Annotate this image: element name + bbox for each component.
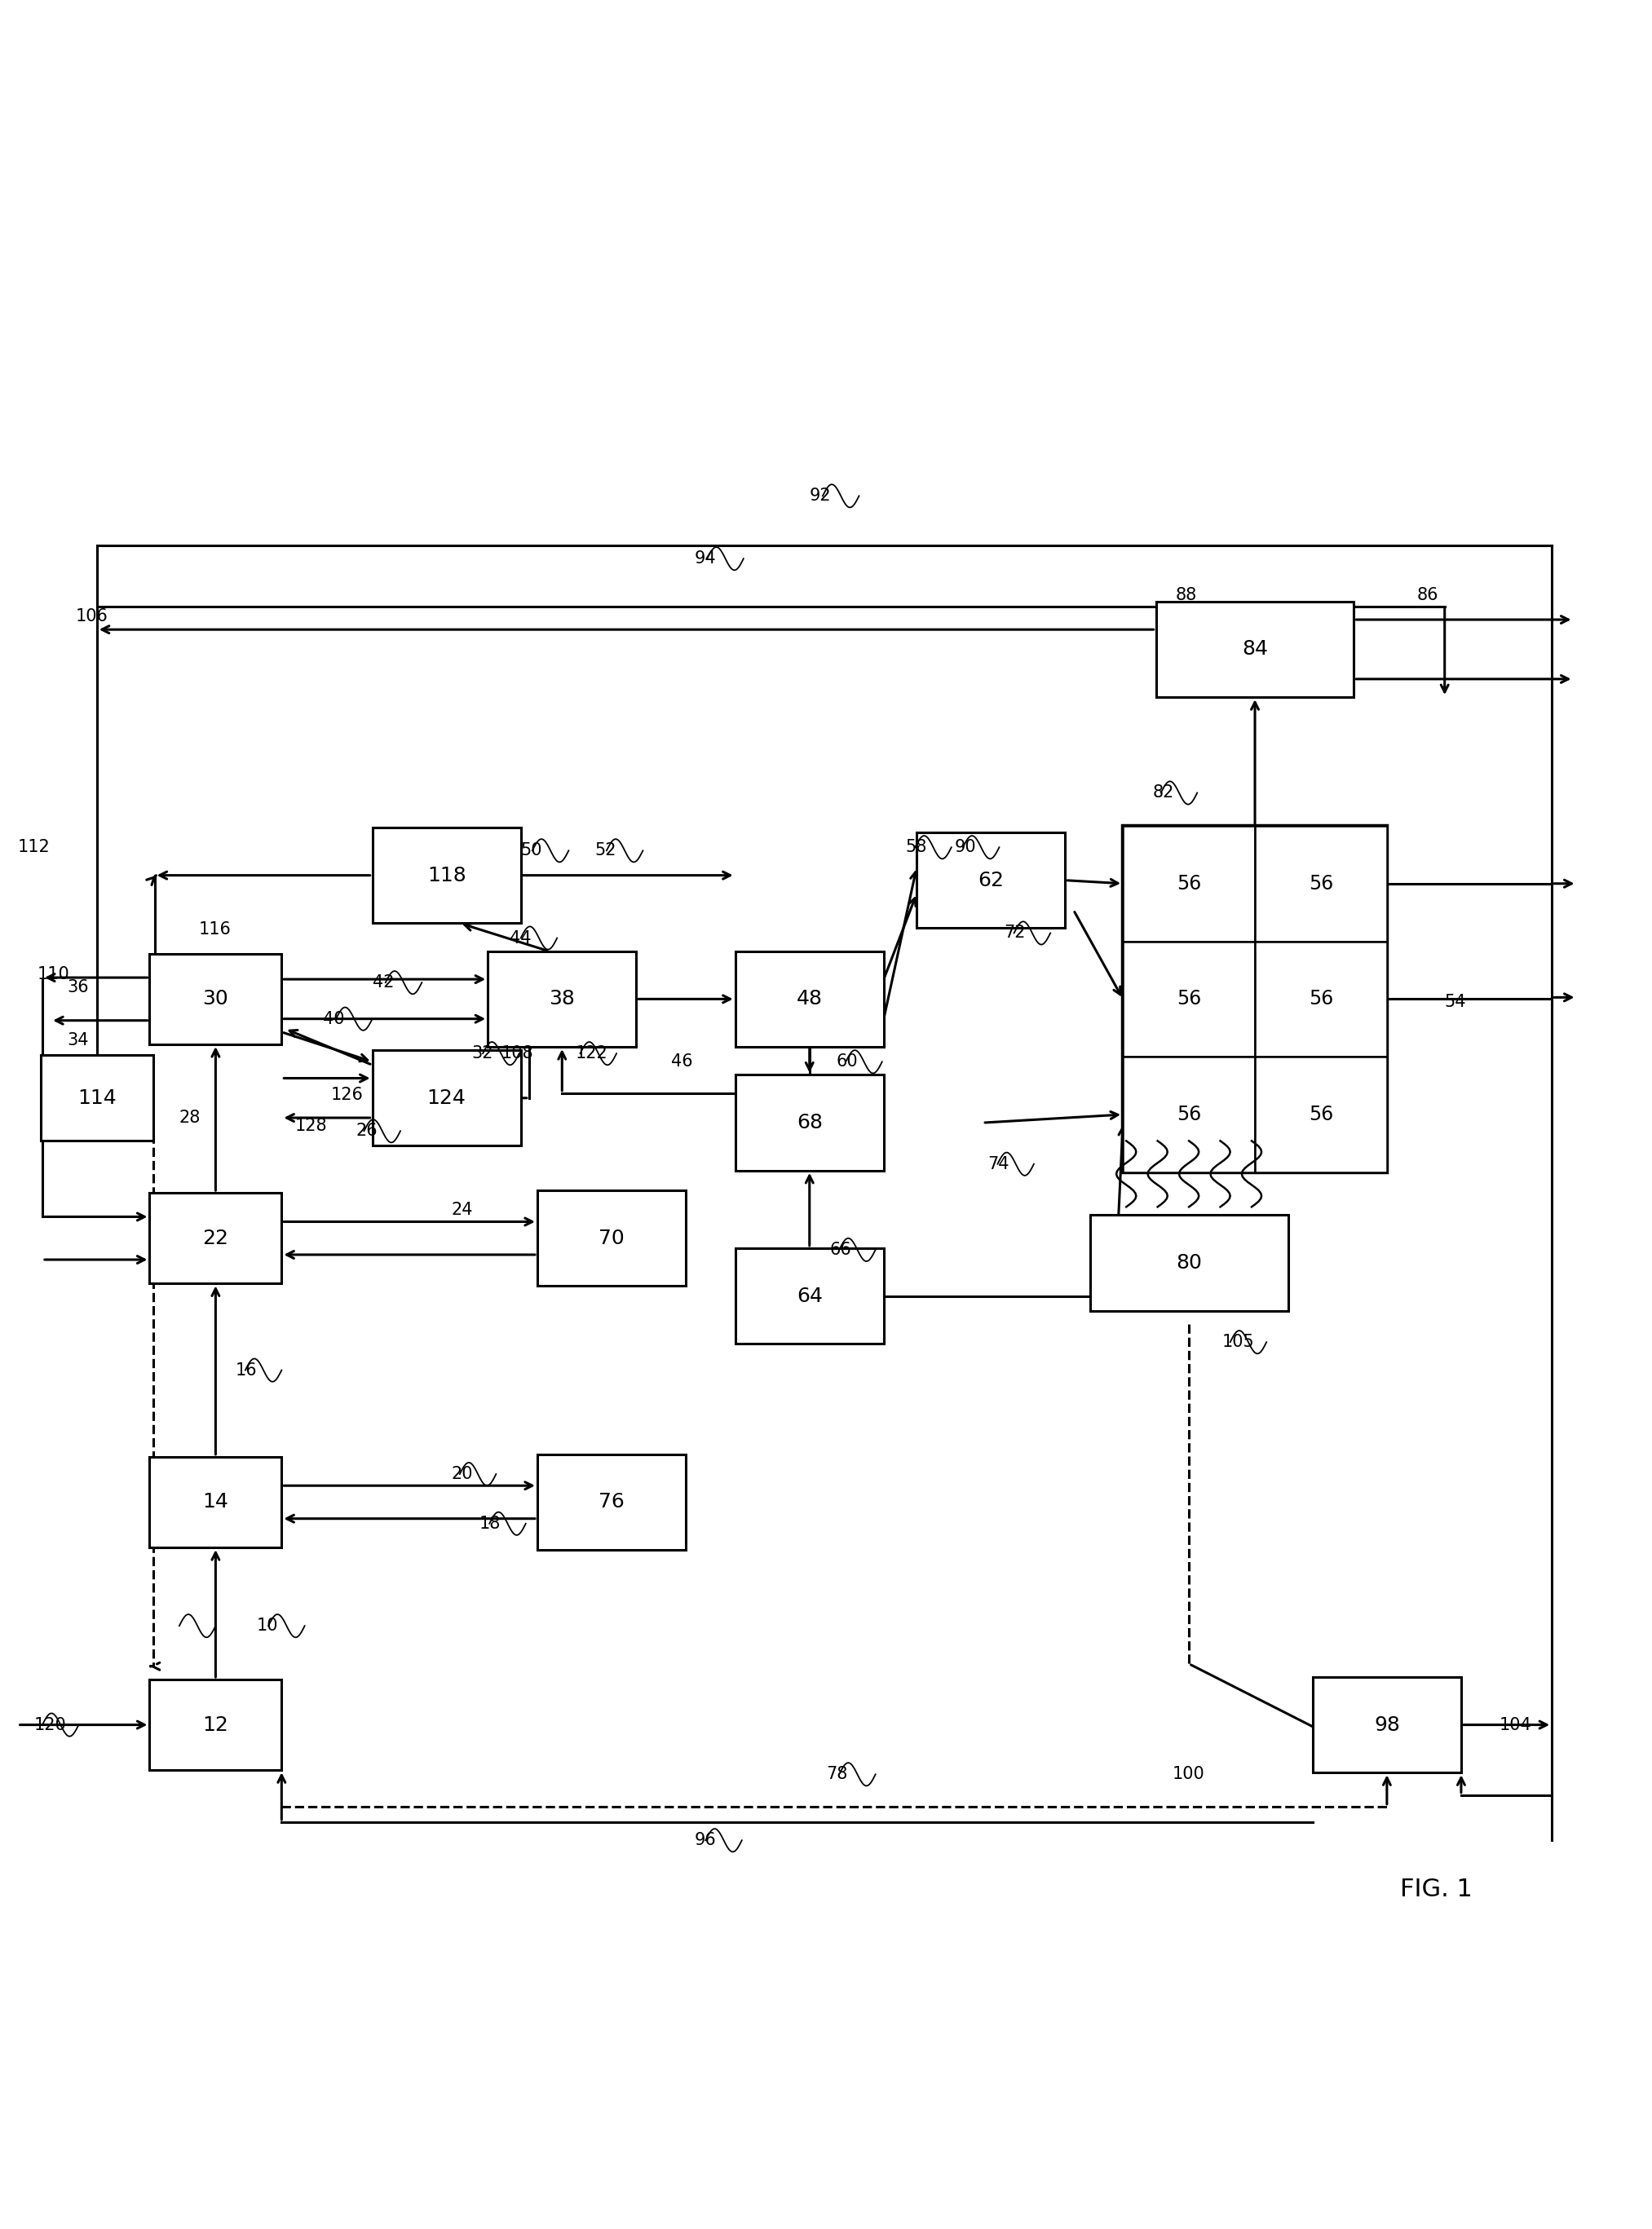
Text: 78: 78: [826, 1765, 847, 1783]
Text: 12: 12: [203, 1714, 228, 1734]
Text: 105: 105: [1222, 1333, 1254, 1351]
FancyBboxPatch shape: [1123, 825, 1256, 941]
Text: 70: 70: [598, 1228, 624, 1248]
FancyBboxPatch shape: [1256, 825, 1388, 941]
Text: 50: 50: [520, 843, 542, 858]
Text: 90: 90: [955, 838, 976, 856]
FancyBboxPatch shape: [735, 952, 884, 1048]
FancyBboxPatch shape: [372, 827, 520, 923]
Text: 22: 22: [203, 1228, 228, 1248]
Text: 88: 88: [1176, 586, 1198, 604]
Text: 112: 112: [18, 838, 50, 856]
Text: 34: 34: [68, 1032, 89, 1048]
FancyBboxPatch shape: [1156, 602, 1355, 698]
Text: 16: 16: [235, 1362, 258, 1378]
Text: 38: 38: [548, 990, 575, 1010]
Text: 106: 106: [76, 609, 107, 624]
FancyBboxPatch shape: [1313, 1676, 1460, 1772]
Text: 42: 42: [372, 974, 393, 990]
Text: 26: 26: [355, 1123, 378, 1139]
FancyBboxPatch shape: [537, 1190, 686, 1286]
Text: 56: 56: [1176, 990, 1201, 1010]
Text: 110: 110: [38, 965, 69, 983]
Text: 98: 98: [1374, 1714, 1399, 1734]
Text: FIG. 1: FIG. 1: [1401, 1879, 1472, 1901]
FancyBboxPatch shape: [1123, 1057, 1256, 1172]
Text: 122: 122: [575, 1045, 608, 1061]
Text: 54: 54: [1444, 994, 1467, 1010]
Text: 126: 126: [330, 1086, 363, 1103]
Text: 48: 48: [796, 990, 823, 1010]
Text: 56: 56: [1308, 1106, 1333, 1123]
Text: 46: 46: [671, 1054, 692, 1070]
Text: 84: 84: [1242, 640, 1269, 660]
Text: 104: 104: [1498, 1716, 1531, 1732]
Text: 30: 30: [203, 990, 228, 1010]
Text: 108: 108: [501, 1045, 534, 1061]
Text: 52: 52: [595, 843, 616, 858]
FancyBboxPatch shape: [1090, 1215, 1289, 1311]
Text: 128: 128: [294, 1119, 327, 1135]
Text: 116: 116: [200, 921, 231, 938]
Text: 118: 118: [428, 865, 466, 885]
FancyBboxPatch shape: [537, 1453, 686, 1549]
Text: 80: 80: [1176, 1253, 1203, 1273]
Text: 56: 56: [1176, 1106, 1201, 1123]
Text: 40: 40: [322, 1010, 344, 1028]
Text: 86: 86: [1417, 586, 1439, 604]
Text: 36: 36: [68, 979, 89, 996]
Text: 92: 92: [809, 488, 831, 504]
Text: 96: 96: [694, 1832, 715, 1848]
Text: 82: 82: [1153, 785, 1175, 800]
FancyBboxPatch shape: [150, 1193, 281, 1284]
FancyBboxPatch shape: [735, 1074, 884, 1170]
Text: 114: 114: [78, 1088, 116, 1108]
FancyBboxPatch shape: [1256, 1057, 1388, 1172]
Text: 74: 74: [988, 1157, 1009, 1172]
Text: 24: 24: [451, 1201, 472, 1219]
Text: 10: 10: [256, 1618, 279, 1634]
FancyBboxPatch shape: [735, 1248, 884, 1344]
FancyBboxPatch shape: [1256, 941, 1388, 1057]
FancyBboxPatch shape: [1123, 941, 1256, 1057]
Text: 100: 100: [1173, 1765, 1204, 1783]
FancyBboxPatch shape: [917, 831, 1066, 927]
Text: 44: 44: [509, 929, 530, 945]
FancyBboxPatch shape: [487, 952, 636, 1048]
Text: 66: 66: [829, 1242, 851, 1257]
Text: 56: 56: [1176, 874, 1201, 894]
FancyBboxPatch shape: [150, 954, 281, 1045]
Text: 56: 56: [1308, 990, 1333, 1010]
Text: 94: 94: [694, 551, 715, 566]
FancyBboxPatch shape: [150, 1678, 281, 1770]
FancyBboxPatch shape: [1123, 825, 1388, 1172]
FancyBboxPatch shape: [41, 1054, 154, 1141]
Text: 72: 72: [1004, 925, 1026, 941]
Text: 76: 76: [598, 1493, 624, 1511]
Text: 18: 18: [479, 1516, 501, 1531]
Text: 20: 20: [451, 1467, 472, 1482]
Text: 120: 120: [35, 1716, 66, 1732]
Text: 14: 14: [203, 1493, 228, 1511]
Text: 56: 56: [1308, 874, 1333, 894]
Text: 62: 62: [978, 872, 1004, 889]
Text: 60: 60: [836, 1054, 857, 1070]
Text: 124: 124: [428, 1088, 466, 1108]
FancyBboxPatch shape: [150, 1458, 281, 1547]
Text: 28: 28: [180, 1110, 202, 1126]
Text: 64: 64: [796, 1286, 823, 1306]
Text: 68: 68: [796, 1112, 823, 1132]
FancyBboxPatch shape: [372, 1050, 520, 1146]
Text: 58: 58: [905, 838, 927, 856]
Text: 32: 32: [471, 1045, 492, 1061]
